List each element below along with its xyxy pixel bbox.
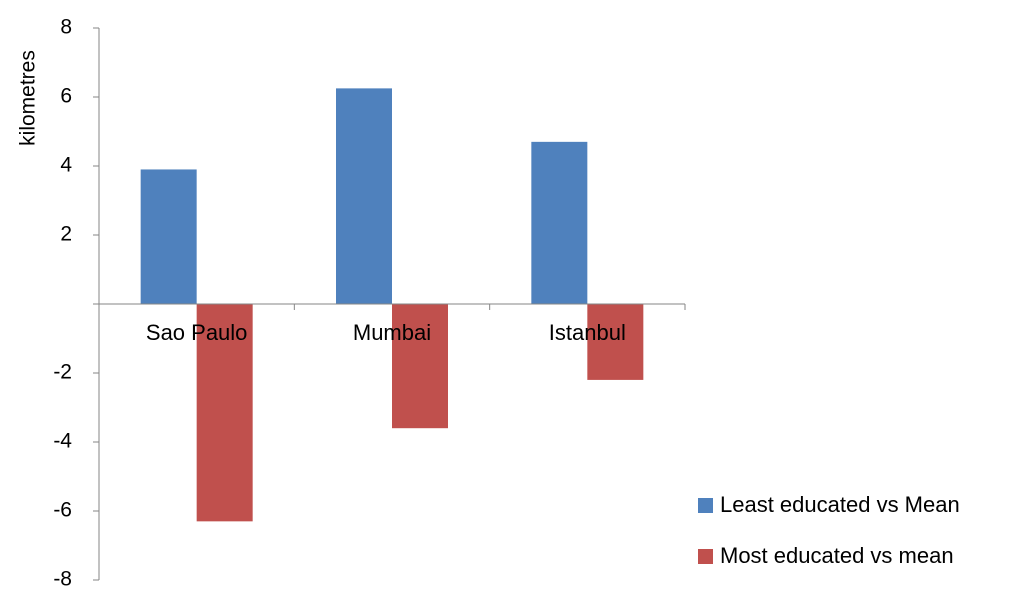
y-axis-title: kilometres — [17, 50, 40, 146]
y-tick-label: 6 — [60, 85, 72, 108]
bar — [392, 304, 448, 429]
bars — [140, 88, 644, 522]
y-tick-labels: 8 6 4 2 -2 -4 -6 -8 — [53, 16, 72, 590]
bar — [336, 88, 392, 304]
bar — [196, 304, 253, 522]
category-label: Mumbai — [353, 320, 431, 345]
bar — [140, 169, 197, 304]
y-tick-label: 2 — [60, 223, 72, 246]
legend-label: Least educated vs Mean — [720, 492, 960, 517]
y-tick-label: -8 — [53, 568, 72, 590]
bar — [531, 141, 588, 304]
y-tick-label: 4 — [60, 154, 72, 177]
legend: Least educated vs Mean Most educated vs m… — [698, 492, 960, 568]
category-label: Sao Paulo — [146, 320, 248, 345]
y-tick-label: -4 — [53, 430, 72, 453]
y-tick-label: -6 — [53, 499, 72, 522]
x-axis — [93, 303, 686, 310]
y-tick-label: -2 — [53, 361, 72, 384]
y-tick-label: 8 — [60, 16, 72, 39]
bar — [587, 304, 644, 380]
category-label: Istanbul — [549, 320, 626, 345]
legend-label: Most educated vs mean — [720, 543, 954, 568]
category-labels: Sao Paulo Mumbai Istanbul — [146, 320, 626, 345]
legend-swatch — [698, 549, 713, 564]
legend-swatch — [698, 498, 713, 513]
